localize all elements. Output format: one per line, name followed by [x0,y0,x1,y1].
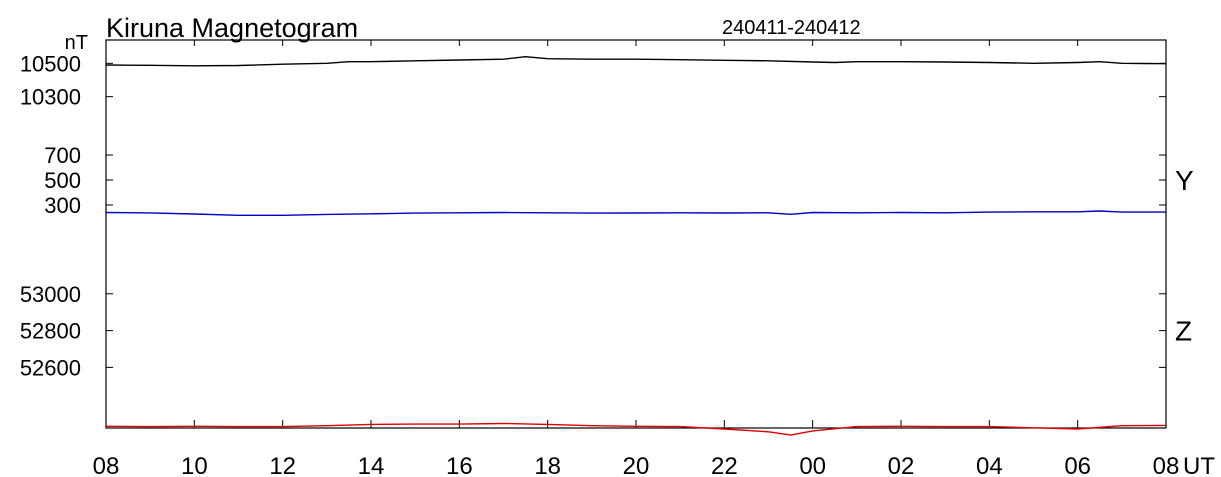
x-tick-label: 06 [1064,453,1091,477]
y-tick-label: 500 [44,168,81,193]
date-range: 240411-240412 [722,17,861,39]
y-tick-label: 52800 [20,319,81,344]
series-line [105,56,1167,67]
component-label: Y [1175,165,1194,196]
x-tick-label: 18 [534,453,561,477]
x-tick-label: 00 [799,453,826,477]
component-label: Z [1175,316,1192,347]
x-unit-label: UT [1183,453,1215,477]
y-tick-label: 53000 [20,282,81,307]
x-tick-label: 12 [269,453,296,477]
y-tick-label: 10300 [20,85,81,110]
x-tick-label: 02 [888,453,915,477]
y-tick-label: 700 [44,143,81,168]
x-tick-label: 08 [1153,453,1180,477]
series-line [105,210,1166,216]
x-tick-label: 04 [976,453,1003,477]
x-tick-label: 20 [623,453,650,477]
y-tick-label: 300 [44,193,81,218]
y-unit-label: nT [65,32,88,54]
plot-frame [105,39,1167,429]
x-tick-label: 10 [181,453,208,477]
x-tick-label: 14 [358,453,385,477]
x-tick-label: 16 [446,453,473,477]
chart-title: Kiruna Magnetogram [106,13,358,43]
y-tick-label: 52600 [20,355,81,380]
x-tick-label: 22 [711,453,738,477]
series-line [105,422,1167,436]
x-tick-label: 08 [93,453,120,477]
y-tick-label: 10500 [20,51,81,76]
